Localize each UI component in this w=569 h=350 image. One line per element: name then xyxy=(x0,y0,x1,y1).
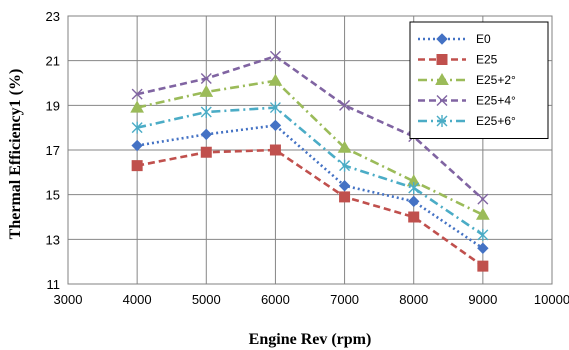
data-point xyxy=(339,191,351,203)
x-tick-label: 8000 xyxy=(399,292,428,307)
legend-label: E25+4° xyxy=(476,94,516,108)
legend-label: E25+2° xyxy=(476,73,516,87)
data-point xyxy=(339,99,351,111)
plot-area-frame xyxy=(67,15,553,285)
x-tick-label: 10000 xyxy=(534,292,569,307)
data-point xyxy=(477,260,489,272)
data-point xyxy=(269,50,281,62)
data-point xyxy=(477,193,489,205)
series-line xyxy=(136,124,484,250)
series-line xyxy=(136,54,484,201)
series-0 xyxy=(131,119,489,254)
legend-label: E25+6° xyxy=(476,114,516,128)
data-point xyxy=(338,180,351,192)
data-point xyxy=(477,242,489,254)
x-axis-title: Engine Rev (rpm) xyxy=(249,331,372,348)
data-point xyxy=(200,128,212,141)
y-tick-label: 19 xyxy=(46,98,60,113)
data-point xyxy=(477,228,489,241)
y-tick-label: 23 xyxy=(46,9,60,24)
legend-item: E25 xyxy=(418,53,498,67)
x-tick-label: 5000 xyxy=(192,292,221,307)
y-tick-labels: 11 13 15 17 19 21 23 xyxy=(46,9,60,292)
data-point xyxy=(408,195,420,208)
data-point xyxy=(131,121,143,134)
x-tick-label: 9000 xyxy=(468,292,497,307)
legend-marker xyxy=(435,72,449,85)
legend-marker xyxy=(436,95,448,106)
x-tick-labels: 3000 4000 5000 6000 7000 8000 9000 10000 xyxy=(54,292,569,307)
series-lines xyxy=(130,50,490,272)
data-point xyxy=(475,207,490,220)
data-point xyxy=(408,181,420,194)
series-1 xyxy=(131,144,489,272)
x-tick-label: 4000 xyxy=(123,292,152,307)
data-point xyxy=(130,100,145,113)
data-point xyxy=(199,84,214,97)
data-point xyxy=(337,140,352,153)
data-point xyxy=(268,73,283,86)
data-point xyxy=(200,146,212,158)
legend-label: E25 xyxy=(476,53,498,67)
marker-stroke xyxy=(200,73,212,85)
legend-marker xyxy=(436,54,448,65)
marker-stroke xyxy=(131,88,143,100)
series-line xyxy=(136,79,484,216)
data-point xyxy=(131,139,143,152)
y-tick-label: 15 xyxy=(46,188,60,203)
data-point xyxy=(269,119,282,132)
y-axis-title: Thermal Efficiency1 (%) xyxy=(7,69,24,240)
x-tick-label: 7000 xyxy=(330,292,359,307)
data-point xyxy=(200,73,212,85)
y-tick-label: 13 xyxy=(46,232,60,247)
legend-item: E25+6° xyxy=(418,114,516,128)
data-point xyxy=(339,159,351,172)
data-point xyxy=(269,144,281,156)
marker-stroke xyxy=(436,95,448,106)
legend-item: E25+4° xyxy=(418,94,516,108)
legend-marker xyxy=(436,115,448,127)
series-line xyxy=(136,106,484,236)
series-2 xyxy=(130,73,490,220)
marker-stroke xyxy=(339,99,351,111)
legend-marker xyxy=(436,33,448,45)
y-tick-label: 11 xyxy=(47,277,61,292)
data-point xyxy=(408,211,420,223)
legend: E0 E25 E25+2° E25+4° E25+6° xyxy=(409,21,549,139)
series-line xyxy=(136,148,484,268)
series-4 xyxy=(131,101,489,241)
data-point xyxy=(131,88,143,100)
x-tick-label: 3000 xyxy=(54,292,83,307)
data-point xyxy=(131,160,143,172)
legend-item: E25+2° xyxy=(418,72,516,87)
legend-label: E0 xyxy=(476,32,491,46)
legend-items: E0 E25 E25+2° E25+4° E25+6° xyxy=(418,32,516,128)
x-tick-label: 6000 xyxy=(261,292,290,307)
data-point xyxy=(269,101,281,114)
y-tick-label: 21 xyxy=(46,54,60,69)
series-3 xyxy=(131,50,489,205)
legend-item: E0 xyxy=(418,32,491,46)
marker-stroke xyxy=(477,193,489,205)
data-point xyxy=(200,106,212,119)
y-tick-label: 17 xyxy=(46,143,60,158)
marker-stroke xyxy=(269,50,281,62)
